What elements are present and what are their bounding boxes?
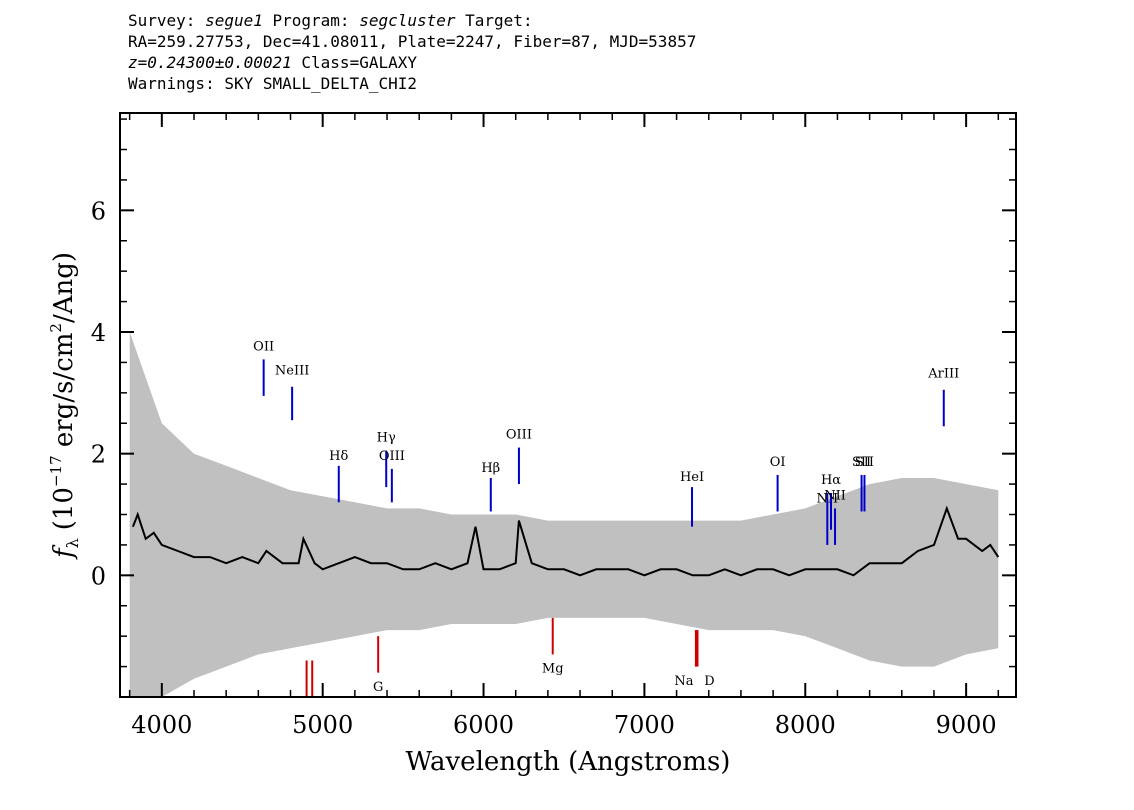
x-tick-label: 9000 [936,711,997,739]
plot-area [129,332,1000,697]
absorption-line-label: Mg [542,662,564,677]
emission-line-label: SII [855,455,874,470]
absorption-line-label: Na [674,674,693,689]
spectrum-header: Survey: segue1 Program: segcluster Targe… [128,10,696,94]
emission-line-label: NII [824,488,846,503]
emission-line-label: Hβ [481,461,500,476]
y-title-part-c: /Ang) [49,252,79,323]
error-band [129,332,999,697]
redshift-value: z=0.24300±0.00021 [128,53,292,72]
flux-series-line [131,505,1000,577]
x-tick-label: 4000 [131,711,192,739]
target-suffix: Target: [455,11,533,30]
y-title-subscript: λ [63,538,82,548]
x-axis-title: Wavelength (Angstroms) [406,747,731,777]
y-tick-label: 6 [91,197,106,225]
emission-line-label: Hγ [377,431,396,446]
emission-line-label: NII [816,491,838,506]
emission-line-label: OIII [379,449,405,464]
header-line-warnings: Warnings: SKY SMALL_DELTA_CHI2 [128,74,417,93]
y-tick-label: 2 [91,441,106,469]
emission-line-label: Hα [821,473,841,488]
emission-line-label: Hδ [329,449,348,464]
y-tick-label: 4 [91,319,106,347]
absorption-line-label: G [373,680,383,695]
program-name: segcluster [359,11,456,30]
header-line-coords: RA=259.27753, Dec=41.08011, Plate=2247, … [128,32,697,51]
emission-line-label: OIII [506,427,532,442]
x-tick-label: 5000 [292,711,353,739]
x-tick-label: 7000 [614,711,675,739]
y-title-exponent-2: 2 [47,323,65,333]
line-markers: OIINeIIIHδHγOIIIHβOIIIHeIOINIIHαNIISIISI… [253,339,959,697]
emission-line-label: HeI [680,470,704,485]
emission-line-label: OII [253,339,274,354]
emission-line-label: ArIII [927,367,959,382]
emission-line-label: NeIII [275,364,309,379]
x-tick-label: 8000 [775,711,836,739]
x-tick-label: 6000 [453,711,514,739]
header-line-redshift: z=0.24300±0.00021 Class=GALAXY [128,52,696,73]
plot-frame [119,112,1017,698]
y-axis-title: fλ(10−17 erg/s/cm2/Ang) [47,252,82,560]
survey-name: segue1 [205,11,263,30]
y-title-part-a: (10 [49,487,79,530]
absorption-line-label: D [704,674,714,689]
y-title-exponent: −17 [47,455,65,487]
header-line-survey: Survey: segue1 Program: segcluster Targe… [128,10,696,31]
program-prefix: Program: [262,11,360,30]
emission-line-label: SII [852,455,871,470]
emission-line-label: OI [770,455,786,470]
survey-prefix: Survey: [128,11,206,30]
y-tick-label: 0 [91,562,106,590]
y-title-part-b: erg/s/cm [49,333,79,456]
axis-ticks: 4000 5000 6000 7000 8000 9000 0 2 4 6 [91,113,1016,739]
class-value: Class=GALAXY [291,53,417,72]
